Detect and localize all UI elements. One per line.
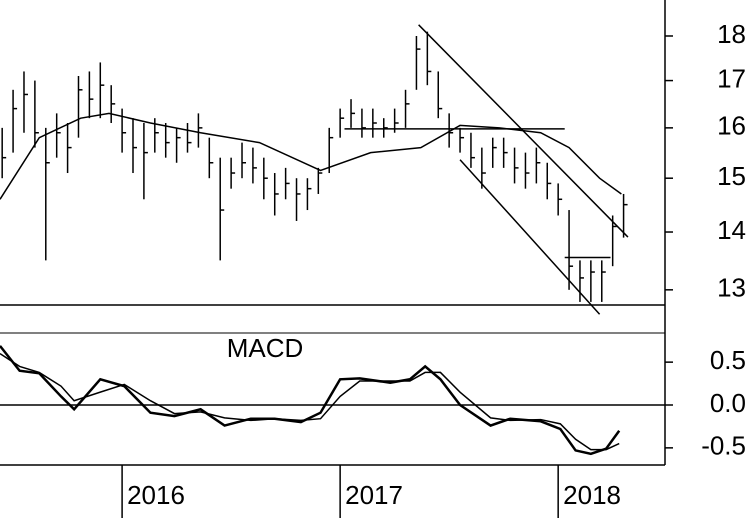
y-tick-label: 0.0 xyxy=(710,388,746,418)
y-tick-label: 18 xyxy=(717,19,746,49)
x-tick-label: 2017 xyxy=(345,480,403,510)
moving-average xyxy=(0,112,622,200)
macd-line xyxy=(0,352,620,451)
y-tick-label: 14 xyxy=(717,215,746,245)
y-tick-label: 0.5 xyxy=(710,345,746,375)
x-tick-label: 2018 xyxy=(563,480,621,510)
y-tick-label: 15 xyxy=(717,161,746,191)
panel-title: MACD xyxy=(227,333,304,363)
y-tick-label: 17 xyxy=(717,63,746,93)
y-tick-label: 13 xyxy=(717,273,746,303)
y-tick-label: -0.5 xyxy=(701,431,746,461)
x-tick-label: 2016 xyxy=(127,480,185,510)
trend-line xyxy=(459,159,601,315)
y-tick-label: 16 xyxy=(717,111,746,141)
macd-line xyxy=(0,345,621,456)
